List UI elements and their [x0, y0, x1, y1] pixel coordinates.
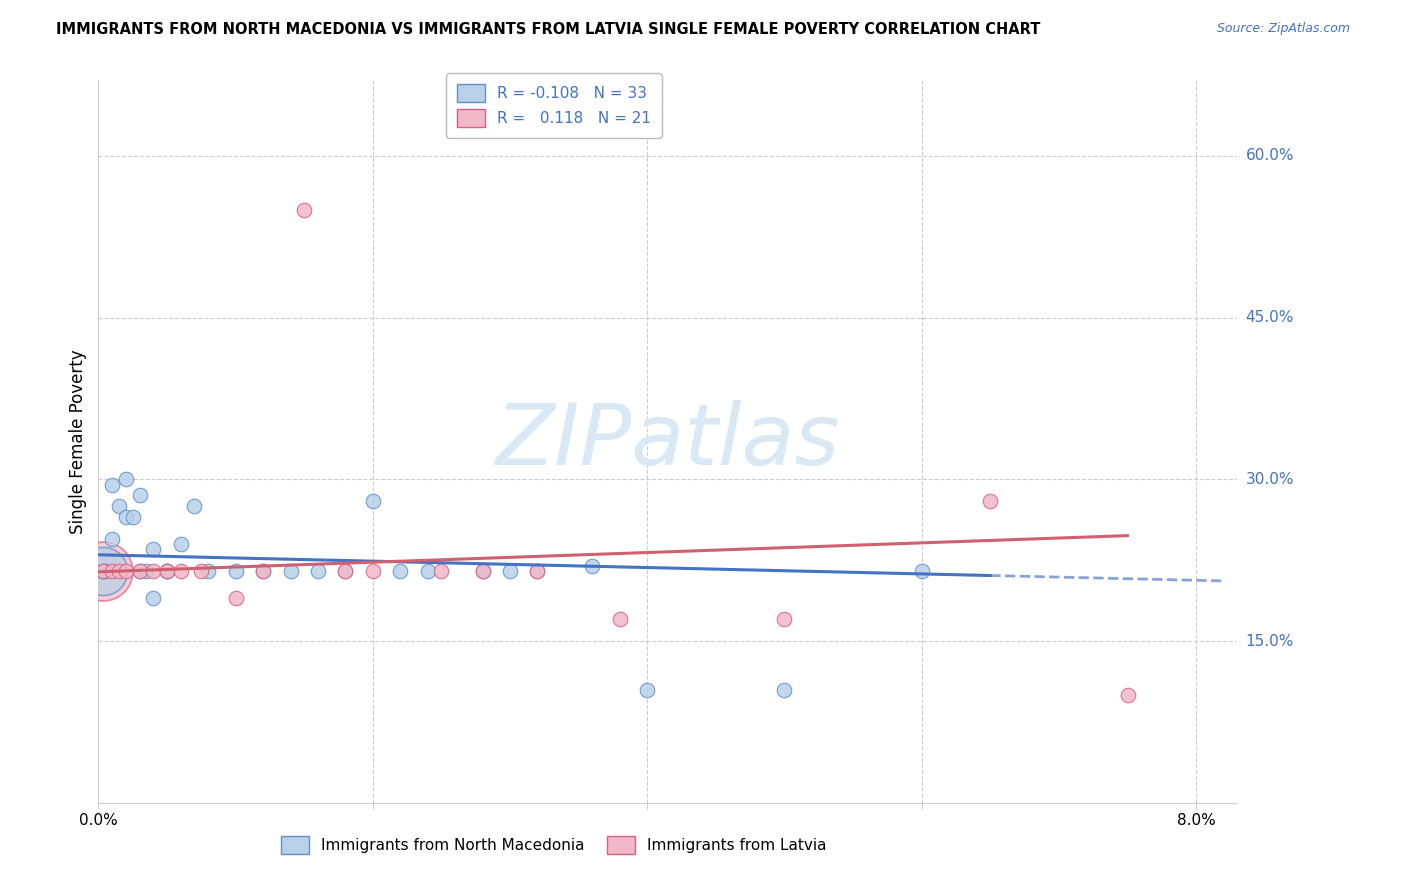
Point [307, 564, 329, 578]
Point [361, 564, 384, 578]
Point [108, 564, 131, 578]
Point [389, 564, 412, 578]
Text: ZIPatlas: ZIPatlas [496, 400, 839, 483]
Point [252, 564, 274, 578]
Point [115, 510, 138, 524]
Point [121, 510, 143, 524]
Point [581, 558, 603, 573]
Point [91, 564, 114, 578]
Point [1116, 688, 1139, 702]
Point [91, 564, 114, 578]
Point [280, 564, 302, 578]
Point [183, 500, 205, 514]
Point [190, 564, 212, 578]
Point [128, 564, 150, 578]
Text: Source: ZipAtlas.com: Source: ZipAtlas.com [1216, 22, 1350, 36]
Point [471, 564, 494, 578]
Point [91, 564, 114, 578]
Point [335, 564, 357, 578]
Point [128, 488, 150, 502]
Y-axis label: Single Female Poverty: Single Female Poverty [69, 350, 87, 533]
Point [142, 564, 165, 578]
Text: IMMIGRANTS FROM NORTH MACEDONIA VS IMMIGRANTS FROM LATVIA SINGLE FEMALE POVERTY : IMMIGRANTS FROM NORTH MACEDONIA VS IMMIG… [56, 22, 1040, 37]
Point [979, 493, 1001, 508]
Point [135, 564, 157, 578]
Point [335, 564, 357, 578]
Point [526, 564, 548, 578]
Point [773, 612, 796, 626]
Point [170, 564, 193, 578]
Point [91, 564, 114, 578]
Point [128, 564, 150, 578]
Point [101, 477, 124, 491]
Point [499, 564, 522, 578]
Point [156, 564, 179, 578]
Text: 45.0%: 45.0% [1246, 310, 1294, 325]
Point [225, 591, 247, 605]
Point [416, 564, 439, 578]
Point [101, 532, 124, 546]
Point [170, 537, 193, 551]
Point [108, 500, 131, 514]
Point [636, 682, 658, 697]
Text: 60.0%: 60.0% [1246, 148, 1294, 163]
Point [115, 472, 138, 486]
Point [252, 564, 274, 578]
Point [292, 202, 315, 217]
Point [911, 564, 934, 578]
Point [773, 682, 796, 697]
Point [156, 564, 179, 578]
Point [142, 591, 165, 605]
Point [609, 612, 631, 626]
Point [94, 564, 117, 578]
Text: 30.0%: 30.0% [1246, 472, 1294, 487]
Point [156, 564, 179, 578]
Point [361, 493, 384, 508]
Point [197, 564, 219, 578]
Point [115, 564, 138, 578]
Point [225, 564, 247, 578]
Point [101, 564, 124, 578]
Legend: Immigrants from North Macedonia, Immigrants from Latvia: Immigrants from North Macedonia, Immigra… [276, 830, 832, 860]
Point [471, 564, 494, 578]
Text: 15.0%: 15.0% [1246, 633, 1294, 648]
Point [526, 564, 548, 578]
Point [142, 542, 165, 557]
Point [430, 564, 453, 578]
